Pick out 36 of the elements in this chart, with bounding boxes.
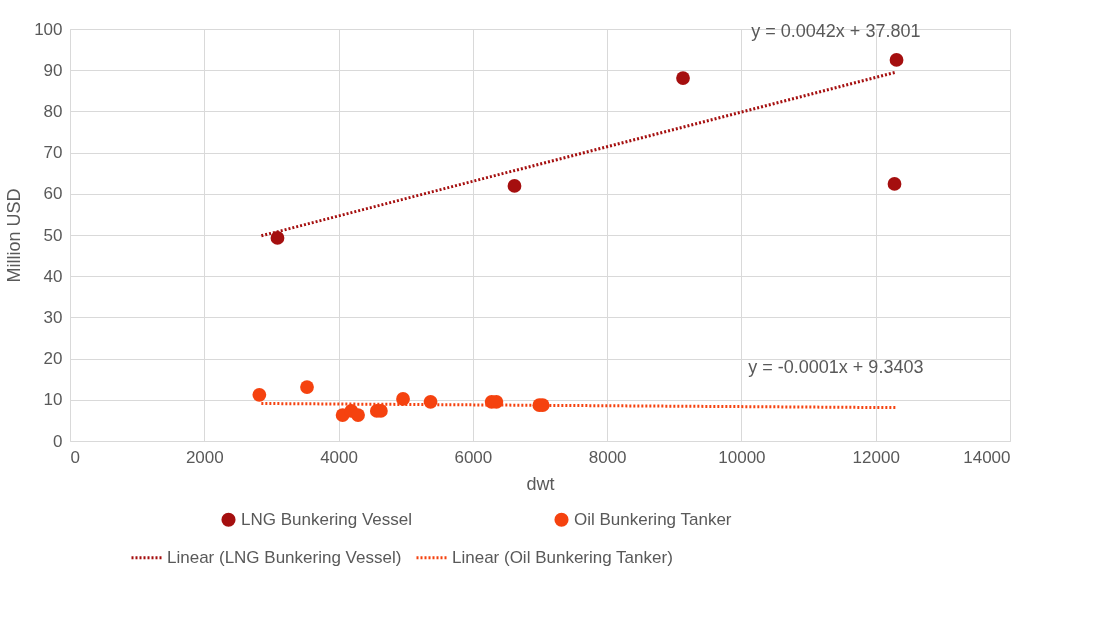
point: [676, 71, 690, 85]
legend-label: Oil Bunkering Tanker: [574, 509, 732, 529]
x-tick-label: 2000: [185, 447, 224, 467]
x-tick-label: 8000: [588, 447, 627, 467]
y-tick-label: 80: [43, 101, 63, 121]
legend-label: Linear (Oil Bunkering Tanker): [452, 547, 673, 567]
y-tick-label: 100: [34, 19, 63, 39]
x-axis-title: dwt: [526, 473, 555, 494]
point: [351, 408, 365, 422]
y-tick-label: 40: [43, 266, 63, 286]
y-axis-title: Million USD: [4, 188, 25, 283]
y-tick-label: 50: [43, 225, 63, 245]
point: [889, 53, 904, 67]
y-tick-label: 70: [43, 143, 63, 163]
annotation: y = -0.0001x + 9.3403: [748, 356, 924, 377]
x-tick-label: 12000: [852, 447, 900, 467]
x-tick-label: 4000: [320, 447, 358, 467]
legend-label: Linear (LNG Bunkering Vessel): [167, 547, 402, 567]
x-tick-label: 10000: [718, 447, 766, 467]
x-tick-label: 14000: [963, 447, 1011, 467]
y-tick-label: 60: [43, 184, 63, 204]
y-tick-label: 20: [43, 349, 63, 369]
x-tick-label: 0: [70, 447, 80, 467]
point: [270, 231, 285, 245]
point: [300, 380, 314, 394]
x-tick-label: 6000: [454, 447, 493, 467]
point: [396, 392, 410, 406]
y-tick-label: 90: [43, 60, 63, 80]
annotation: y = 0.0042x + 37.801: [751, 21, 921, 42]
point: [887, 177, 902, 191]
y-tick-label: 10: [43, 390, 63, 410]
y-tick-label: 30: [43, 307, 63, 327]
point: [252, 387, 267, 402]
point: [507, 179, 522, 193]
legend-label: LNG Bunkering Vessel: [241, 509, 413, 529]
y-tick-label: 0: [53, 431, 63, 451]
